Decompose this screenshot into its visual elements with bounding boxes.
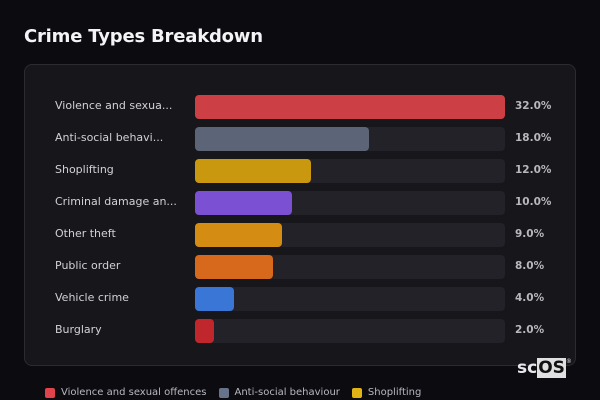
bar-label: Burglary xyxy=(55,323,102,336)
bar-row[interactable]: Public order 8.0% xyxy=(25,255,575,279)
scos-logo: scOS® xyxy=(517,358,572,378)
bar-value: 4.0% xyxy=(515,292,545,304)
bar-value: 2.0% xyxy=(515,324,545,336)
bar-row[interactable]: Violence and sexua... 32.0% xyxy=(25,95,575,119)
bar-track xyxy=(195,191,505,215)
legend-label: Anti-social behaviour xyxy=(234,387,340,398)
logo-prefix: sc xyxy=(517,358,538,378)
bar-label: Public order xyxy=(55,259,121,272)
legend-item[interactable]: Shoplifting xyxy=(351,387,422,398)
legend-label: Shoplifting xyxy=(367,387,422,398)
bar-track xyxy=(195,255,505,279)
bar-row[interactable]: Burglary 2.0% xyxy=(25,319,575,343)
chart-legend: Violence and sexual offences Anti-social … xyxy=(45,387,421,398)
bar-track xyxy=(195,319,505,343)
bar-label: Other theft xyxy=(55,227,116,240)
chart-title: Crime Types Breakdown xyxy=(24,26,263,47)
bar-track xyxy=(195,287,505,311)
logo-mark: ® xyxy=(565,358,572,365)
bar-value: 18.0% xyxy=(515,132,552,144)
bar-row[interactable]: Vehicle crime 4.0% xyxy=(25,287,575,311)
legend-item[interactable]: Anti-social behaviour xyxy=(218,387,340,398)
bar-track xyxy=(195,127,505,151)
bar-row[interactable]: Criminal damage an... 10.0% xyxy=(25,191,575,215)
bar-row[interactable]: Other theft 9.0% xyxy=(25,223,575,247)
chart-card: Violence and sexua... 32.0% Anti-social be… xyxy=(24,64,576,366)
legend-swatch-icon xyxy=(218,387,229,398)
bar-row[interactable]: Anti-social behavi... 18.0% xyxy=(25,127,575,151)
bar-row[interactable]: Shoplifting 12.0% xyxy=(25,159,575,183)
bar-label: Criminal damage an... xyxy=(55,195,177,208)
bar-value: 9.0% xyxy=(515,228,545,240)
bar-track xyxy=(195,223,505,247)
bar-fill[interactable] xyxy=(195,127,370,151)
bar-label: Anti-social behavi... xyxy=(55,131,164,144)
bar-fill[interactable] xyxy=(195,191,292,215)
bar-value: 10.0% xyxy=(515,196,552,208)
bar-value: 32.0% xyxy=(515,100,552,112)
bar-fill[interactable] xyxy=(195,255,273,279)
bar-fill[interactable] xyxy=(195,223,283,247)
legend-label: Violence and sexual offences xyxy=(61,387,207,398)
bar-fill[interactable] xyxy=(195,319,215,343)
logo-boxed: OS xyxy=(537,358,566,378)
bar-track xyxy=(195,159,505,183)
legend-item[interactable]: Violence and sexual offences xyxy=(45,387,207,398)
bar-fill[interactable] xyxy=(195,159,312,183)
bar-track xyxy=(195,95,505,119)
legend-swatch-icon xyxy=(351,387,362,398)
bar-label: Violence and sexua... xyxy=(55,99,173,112)
bar-value: 12.0% xyxy=(515,164,552,176)
bar-value: 8.0% xyxy=(515,260,545,272)
bar-fill[interactable] xyxy=(195,95,505,119)
bar-label: Vehicle crime xyxy=(55,291,129,304)
bar-fill[interactable] xyxy=(195,287,234,311)
bar-label: Shoplifting xyxy=(55,163,114,176)
legend-swatch-icon xyxy=(45,387,55,398)
